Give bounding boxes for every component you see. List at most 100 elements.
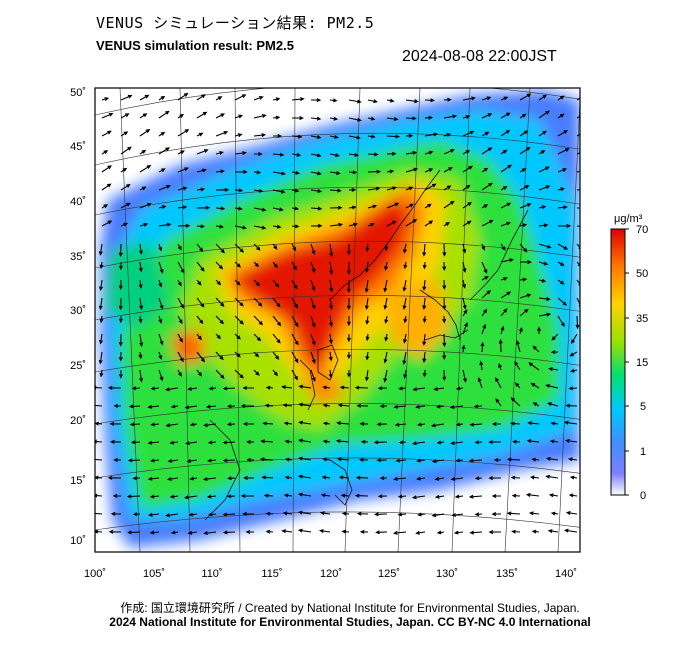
wind-arrow	[519, 168, 527, 173]
wind-arrow	[253, 297, 263, 307]
wind-arrow	[139, 202, 152, 209]
wind-arrow	[272, 369, 279, 377]
wind-arrow	[196, 94, 206, 101]
wind-arrow	[479, 360, 484, 371]
wind-arrow	[546, 402, 559, 407]
wind-arrow	[265, 529, 274, 534]
wind-arrow	[205, 404, 217, 409]
wind-arrow	[424, 132, 439, 137]
wind-arrow	[519, 243, 528, 253]
wind-arrow	[348, 117, 362, 122]
wind-arrow	[120, 202, 131, 209]
wind-arrow	[346, 351, 351, 360]
wind-arrow	[565, 403, 578, 408]
wind-arrow	[158, 205, 167, 210]
wind-arrow	[98, 297, 103, 311]
wind-arrow	[132, 476, 141, 481]
wind-arrow	[150, 386, 160, 391]
wind-arrow	[529, 475, 540, 480]
wind-arrow	[405, 99, 419, 104]
wind-arrow	[291, 333, 299, 346]
wind-arrow	[536, 326, 541, 335]
wind-arrow	[259, 457, 274, 462]
wind-arrow	[341, 529, 350, 534]
wind-arrow	[443, 97, 452, 102]
wind-arrow	[402, 243, 407, 254]
wind-arrow	[272, 261, 278, 269]
wind-arrow	[500, 112, 511, 119]
wind-arrow	[519, 203, 532, 209]
wind-arrow	[310, 116, 322, 121]
wind-arrow	[538, 312, 552, 317]
wind-arrow	[120, 113, 130, 119]
wind-arrow	[196, 315, 204, 325]
wind-arrow	[394, 422, 407, 427]
wind-arrow	[282, 403, 293, 408]
wind-arrow	[177, 333, 183, 343]
wind-arrow	[291, 134, 303, 139]
wind-arrow	[297, 474, 312, 479]
wind-arrow	[474, 440, 483, 445]
wind-arrow	[240, 493, 255, 498]
wind-arrow	[329, 279, 334, 293]
wind-arrow	[95, 529, 103, 534]
wind-arrow	[348, 170, 358, 175]
wind-arrow	[506, 457, 521, 462]
wind-arrow	[215, 130, 229, 137]
wind-arrow	[435, 404, 445, 409]
wind-arrow	[310, 333, 316, 346]
wind-arrow	[488, 476, 502, 481]
wind-arrow	[519, 146, 531, 155]
wind-arrow	[557, 205, 568, 210]
wind-arrow	[149, 530, 160, 535]
wind-arrow	[422, 351, 427, 364]
wind-arrow	[481, 243, 486, 251]
wind-arrow	[469, 530, 483, 535]
wind-arrow	[310, 297, 316, 310]
wind-arrow	[234, 133, 243, 138]
wind-arrow	[226, 422, 236, 427]
wind-arrow	[234, 94, 247, 101]
wind-arrow	[510, 397, 521, 407]
wind-arrow	[442, 369, 447, 382]
wind-arrow	[215, 206, 226, 211]
lon-tick: 135˚	[496, 568, 518, 580]
colorbar-unit: μg/m³	[614, 213, 643, 225]
wind-arrow	[196, 261, 205, 272]
wind-arrow	[424, 220, 434, 227]
wind-arrow	[147, 512, 160, 517]
wind-arrow	[253, 315, 264, 326]
wind-arrow	[379, 404, 388, 409]
wind-arrow	[177, 186, 188, 191]
wind-arrow	[118, 243, 123, 258]
wind-arrow	[234, 369, 244, 379]
wind-arrow	[462, 243, 467, 254]
wind-arrow	[367, 222, 375, 227]
wind-arrow	[284, 439, 293, 444]
concentration-field	[95, 88, 580, 552]
wind-arrow	[386, 202, 400, 209]
wind-arrow	[468, 458, 483, 463]
wind-arrow	[226, 494, 236, 499]
wind-arrow	[481, 308, 488, 317]
wind-arrow	[98, 243, 103, 256]
wind-arrow	[450, 477, 464, 482]
wind-arrow	[498, 362, 503, 371]
wind-arrow	[246, 439, 255, 444]
wind-arrow	[240, 403, 255, 408]
timestamp: 2024-08-08 22:00JST	[402, 48, 557, 65]
wind-arrow	[557, 113, 565, 119]
wind-arrow	[158, 297, 164, 310]
wind-arrow	[272, 207, 284, 212]
wind-arrow	[215, 279, 222, 286]
wind-arrow	[260, 439, 274, 444]
wind-arrow	[434, 476, 445, 481]
wind-arrow	[242, 385, 255, 390]
wind-arrow	[474, 476, 483, 481]
wind-arrow	[526, 438, 540, 444]
wind-arrow	[177, 369, 182, 377]
wind-arrow	[208, 512, 217, 517]
wind-arrow	[283, 493, 293, 498]
wind-arrow	[138, 243, 143, 255]
lon-tick: 115˚	[261, 568, 282, 580]
